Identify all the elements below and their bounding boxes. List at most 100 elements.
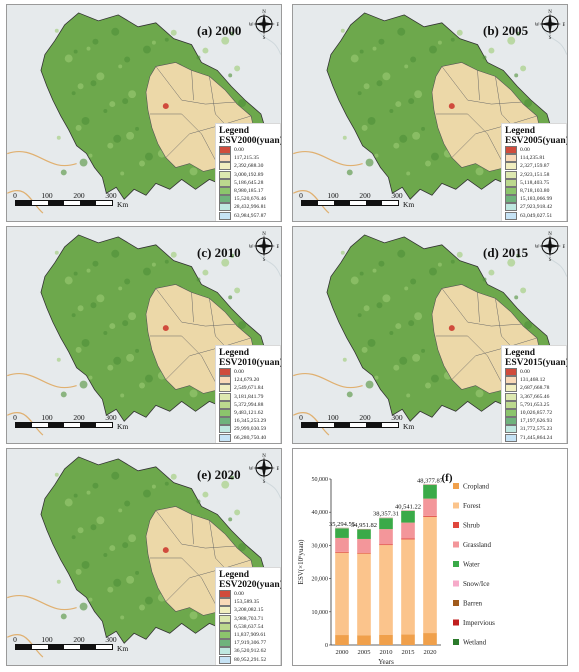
legend-value: 0.00 bbox=[234, 369, 244, 376]
bar-total-label: 48,377.87 bbox=[417, 477, 444, 484]
panel-title: (d) 2015 bbox=[483, 245, 529, 260]
scale-unit: Km bbox=[117, 200, 129, 209]
svg-text:N: N bbox=[262, 232, 266, 237]
bar-segment bbox=[335, 528, 349, 538]
legend-item: 10,026,857.72 bbox=[505, 409, 563, 418]
legend-item: 63,049,027.51 bbox=[505, 211, 563, 220]
scale-tick-label: 200 bbox=[73, 191, 85, 200]
city-core bbox=[448, 325, 455, 332]
legend-value: 0.00 bbox=[234, 147, 244, 154]
legend-item: 6,538,637.54 bbox=[219, 622, 277, 631]
y-tick-label: 40,000 bbox=[312, 510, 329, 516]
legend-item: 124,679.20 bbox=[219, 376, 277, 385]
bar-segment bbox=[335, 635, 349, 645]
panel-title: (e) 2020 bbox=[197, 467, 241, 482]
bar-segment bbox=[379, 634, 393, 645]
legend-item: 5,186,645.28 bbox=[219, 178, 277, 187]
scale-tick-label: 100 bbox=[41, 413, 53, 422]
map-legend: Legend ESV2010(yuan) 0.00 124,679.20 2,549,6… bbox=[215, 345, 282, 443]
legend-heading: Legend bbox=[505, 126, 536, 136]
chart-legend-swatch bbox=[453, 639, 459, 645]
bar-segment bbox=[357, 635, 371, 645]
scale-unit: Km bbox=[117, 422, 129, 431]
scale-bar: 0 100 200 300 Km bbox=[13, 635, 128, 653]
svg-text:W: W bbox=[249, 245, 254, 250]
compass-icon: N S E W bbox=[535, 232, 565, 261]
chart-legend-swatch bbox=[453, 561, 459, 567]
chart-legend-swatch bbox=[453, 483, 459, 489]
city-core bbox=[448, 103, 455, 110]
legend-swatch bbox=[219, 590, 231, 599]
legend-item: 0.00 bbox=[219, 368, 277, 377]
legend-title: ESV2000(yuan) bbox=[219, 136, 282, 146]
legend-item: 117,215.35 bbox=[219, 154, 277, 163]
chart-legend-swatch bbox=[453, 580, 459, 587]
legend-item: 3,000,192.89 bbox=[219, 170, 277, 179]
legend-title: ESV2010(yuan) bbox=[219, 358, 282, 368]
legend-item: 0.00 bbox=[219, 146, 277, 155]
legend-value: 0.00 bbox=[234, 591, 244, 598]
bar-segment bbox=[401, 522, 415, 539]
legend-value: 8,718,103.80 bbox=[520, 188, 550, 195]
bar-segment bbox=[357, 553, 371, 636]
svg-text:S: S bbox=[549, 258, 552, 261]
legend-item: 80,952,291.52 bbox=[219, 655, 277, 664]
chart-legend-label: Snow/Ice bbox=[463, 580, 489, 588]
legend-swatch bbox=[219, 614, 231, 623]
legend-value: 5,118,403.75 bbox=[520, 179, 550, 186]
legend-item: 11,837,909.61 bbox=[219, 631, 277, 640]
scale-tick-label: 0 bbox=[299, 413, 303, 422]
chart-panel-label: (f) bbox=[442, 472, 453, 484]
legend-item: 63,984,957.87 bbox=[219, 211, 277, 220]
legend-item: 2,687,668.78 bbox=[505, 384, 563, 393]
chart-legend-label: Forest bbox=[463, 502, 481, 510]
chart-legend-swatch bbox=[453, 541, 459, 548]
legend-item: 2,549,671.84 bbox=[219, 384, 277, 393]
legend-swatch bbox=[505, 417, 517, 426]
legend-swatch bbox=[219, 368, 231, 377]
scale-tick-label: 100 bbox=[327, 191, 339, 200]
scale-tick-label: 0 bbox=[13, 413, 17, 422]
city-core bbox=[162, 547, 169, 554]
legend-value: 117,215.35 bbox=[234, 155, 259, 162]
legend-swatch bbox=[219, 400, 231, 409]
legend-value: 2,392,688.30 bbox=[234, 163, 264, 170]
legend-item: 5,118,403.75 bbox=[505, 178, 563, 187]
legend-swatch bbox=[219, 170, 231, 179]
legend-value: 15,520,676.46 bbox=[234, 196, 267, 203]
svg-text:E: E bbox=[276, 467, 279, 472]
legend-item: 131,468.12 bbox=[505, 376, 563, 385]
svg-text:E: E bbox=[562, 245, 565, 250]
bar-segment bbox=[401, 539, 415, 635]
legend-swatch bbox=[505, 392, 517, 401]
scale-tick-label: 200 bbox=[359, 191, 371, 200]
legend-swatch bbox=[219, 187, 231, 196]
map-legend: Legend ESV2020(yuan) 0.00 153,589.35 3,208,0… bbox=[215, 567, 282, 665]
panel-title: (b) 2005 bbox=[483, 23, 529, 38]
legend-swatch bbox=[219, 162, 231, 171]
map-legend: Legend ESV2000(yuan) 0.00 117,215.35 2,392,6… bbox=[215, 123, 282, 221]
legend-value: 16,345,253.29 bbox=[234, 418, 267, 425]
y-tick-label: 30,000 bbox=[312, 543, 329, 549]
scale-tick-label: 300 bbox=[391, 413, 403, 422]
compass-icon: N S E W bbox=[249, 454, 279, 483]
legend-value: 36,520,912.62 bbox=[234, 648, 267, 655]
legend-value: 0.00 bbox=[520, 369, 530, 376]
legend-heading: Legend bbox=[505, 348, 536, 358]
bar-segment bbox=[379, 544, 393, 546]
svg-text:N: N bbox=[262, 454, 266, 459]
legend-swatch bbox=[505, 400, 517, 409]
scale-unit: Km bbox=[403, 200, 415, 209]
bar-segment bbox=[423, 516, 437, 634]
scale-tick-label: 100 bbox=[41, 635, 53, 644]
svg-text:E: E bbox=[276, 245, 279, 250]
legend-swatch bbox=[219, 195, 231, 204]
legend-item: 3,367,665.46 bbox=[505, 392, 563, 401]
legend-value: 29,999,030.59 bbox=[234, 426, 267, 433]
scale-tick-label: 0 bbox=[13, 191, 17, 200]
legend-title: ESV2020(yuan) bbox=[219, 580, 282, 590]
legend-value: 3,000,192.89 bbox=[234, 171, 264, 178]
legend-swatch bbox=[219, 392, 231, 401]
legend-item: 3,988,703.71 bbox=[219, 614, 277, 623]
bar-segment bbox=[423, 515, 437, 517]
